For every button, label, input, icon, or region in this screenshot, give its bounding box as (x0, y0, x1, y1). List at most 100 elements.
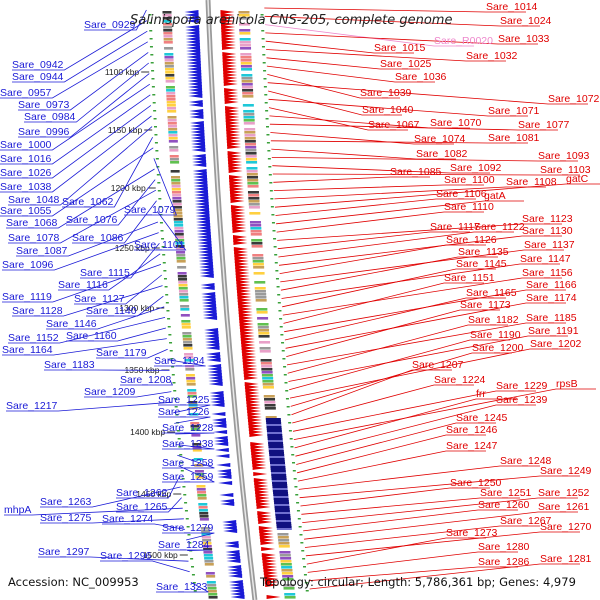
right-gene-label: Sare_1135 (458, 246, 509, 258)
cog-bar-left (175, 239, 185, 242)
gc-dot-right (290, 446, 294, 448)
tick-label: 1150 kbp (108, 125, 143, 135)
cog-bar-right (238, 23, 250, 26)
gc-dot-right (281, 342, 285, 344)
gene-arrow-forward (246, 406, 261, 410)
cog-bar-right (264, 401, 276, 404)
cog-bar-right (265, 416, 277, 419)
cog-bar-right (239, 41, 251, 44)
right-label-leader (294, 398, 516, 449)
cog-bar-right (259, 347, 271, 350)
right-gene-label: Sare_1249 (540, 465, 592, 477)
gene-arrow-forward (256, 502, 271, 506)
left-gene-label: Sare_1101 (134, 239, 185, 251)
cog-bar-left (167, 122, 177, 125)
gc-dot-right (273, 238, 277, 240)
gene-arrow-forward (226, 136, 241, 140)
right-gene-label: Sare_1074 (414, 133, 466, 145)
right-gene-label: Sare_1130 (522, 225, 573, 237)
cog-bar-right (278, 539, 290, 542)
gene-arrow-reverse (228, 574, 243, 578)
cog-bar-left (199, 515, 209, 518)
gene-arrow-reverse (195, 208, 210, 212)
gene-arrow-forward (222, 46, 237, 50)
gene-arrow-reverse (191, 142, 206, 146)
cog-bar-right (245, 149, 257, 152)
gene-arrow-reverse (186, 61, 201, 65)
cog-bar-block (276, 522, 292, 524)
cog-bar-left (175, 248, 185, 251)
left-label-leader (158, 549, 211, 551)
cog-bar-left (198, 509, 208, 512)
gene-arrow-forward (233, 247, 248, 251)
gene-arrow-forward (239, 325, 254, 329)
cog-bar-left (165, 68, 175, 71)
gc-dot-left (177, 438, 181, 440)
gene-arrow-forward (245, 391, 260, 395)
cog-bar-left (178, 278, 188, 281)
left-gene-label: Sare_1209 (84, 386, 136, 398)
cog-bar-right (248, 203, 260, 206)
cog-bar-left (172, 203, 182, 206)
gene-arrow-forward (221, 28, 236, 32)
cog-bar-left (177, 275, 187, 278)
cog-bar-block (274, 510, 290, 512)
cog-bar-left (182, 338, 192, 341)
cog-bar-right (257, 317, 269, 320)
left-gene-label: Sare_1068 (6, 217, 58, 229)
cog-bar-left (201, 530, 211, 533)
right-label-leader (271, 157, 578, 162)
right-label-leader (268, 98, 528, 117)
cog-bar-block (268, 446, 284, 448)
gene-arrow-forward (237, 298, 252, 302)
gc-dot-left (154, 142, 158, 144)
cog-bar-left (167, 110, 177, 113)
gc-dot-left (157, 182, 161, 184)
gc-dot-right (273, 246, 277, 248)
gc-dot-left (151, 78, 155, 80)
cog-bar-left (163, 26, 173, 29)
gene-arrow-reverse (209, 391, 224, 395)
gene-arrow-reverse (208, 376, 223, 380)
right-gene-label: Sare_1260 (478, 499, 530, 511)
right-gene-label: Sare_1033 (498, 33, 550, 45)
cog-bar-right (257, 326, 269, 329)
gc-dot-left (162, 254, 166, 256)
left-label-leader (4, 507, 183, 516)
cog-bar-right (241, 74, 253, 77)
cog-bar-right (241, 68, 253, 71)
right-gene-label: Sare_1082 (416, 148, 468, 160)
cog-bar-right (256, 311, 268, 314)
left-gene-label: Sare_0996 (18, 126, 70, 138)
right-label-leader (267, 82, 588, 105)
gene-arrow-forward (255, 493, 270, 497)
left-label-leader (116, 497, 182, 513)
right-gene-label: Sare_1190 (470, 329, 521, 341)
gene-arrow-forward (243, 370, 258, 374)
left-label-leader (18, 52, 149, 111)
gene-arrow-forward (238, 304, 253, 308)
cog-bar-left (204, 557, 214, 560)
gene-arrow-forward (224, 91, 239, 95)
cog-bar-block (272, 488, 288, 490)
gc-dot-right (263, 78, 267, 80)
gc-dot-right (268, 174, 272, 176)
left-label-leader (24, 62, 149, 123)
gc-dot-left (187, 534, 191, 536)
right-label-leader (276, 200, 524, 225)
left-label-leader (38, 556, 189, 562)
gene-arrow-forward (224, 97, 239, 101)
gene-arrow-forward (226, 127, 241, 131)
gc-dot-left (184, 502, 188, 504)
gene-arrow-reverse (196, 223, 211, 227)
right-label-leader (292, 390, 536, 432)
cog-bar-right (244, 134, 256, 137)
gene-arrow-reverse (187, 76, 202, 80)
cog-bar-right (240, 65, 252, 68)
gene-arrow-forward (254, 487, 269, 491)
gene-arrow-forward (229, 178, 244, 182)
cog-bar-left (170, 161, 180, 164)
gene-arrow-reverse (202, 304, 217, 308)
gene-arrow-forward (232, 235, 247, 239)
gc-dot-right (272, 230, 276, 232)
